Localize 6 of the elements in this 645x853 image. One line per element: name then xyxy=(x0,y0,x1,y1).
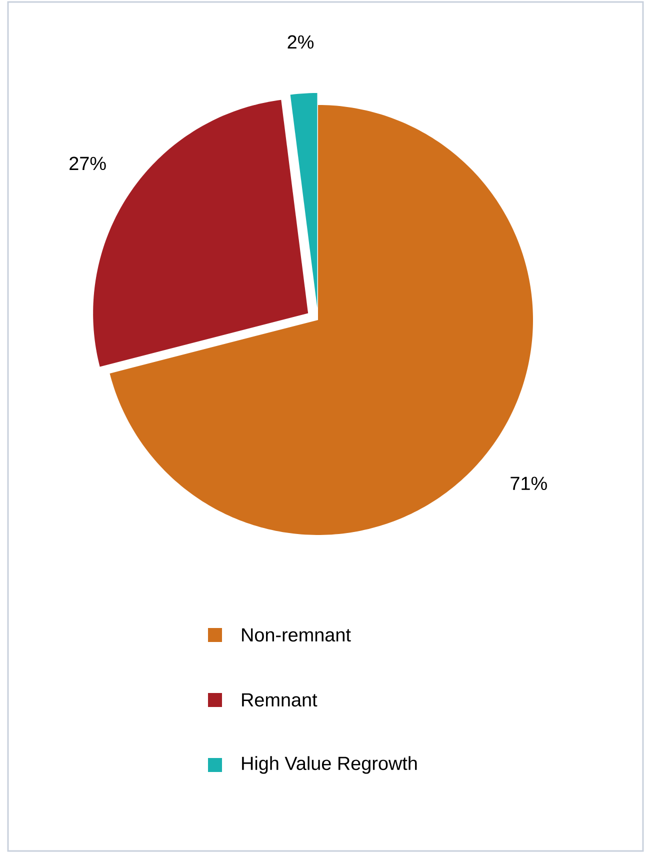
data-label: 2% xyxy=(288,35,314,49)
data-label: 71% xyxy=(510,476,547,490)
legend-label: Non-remnant xyxy=(242,628,351,642)
legend-label: Remnant xyxy=(242,693,318,707)
data-label: 27% xyxy=(70,156,106,170)
legend-label: High Value Regrowth xyxy=(242,756,417,774)
